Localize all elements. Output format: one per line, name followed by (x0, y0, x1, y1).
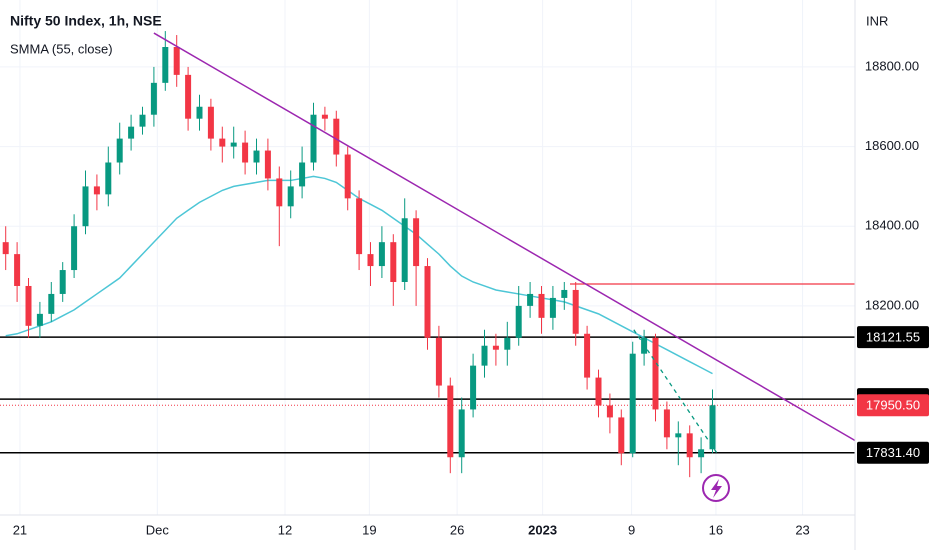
candle-body (709, 405, 716, 450)
candle-body (686, 433, 693, 458)
candle-body (185, 74, 192, 119)
x-tick-label: 21 (13, 522, 27, 537)
candle-body (470, 365, 477, 410)
candle-body (606, 405, 613, 418)
candle-body (287, 186, 294, 207)
candle-body (139, 114, 146, 127)
candle-body (652, 337, 659, 410)
candle-body (344, 154, 351, 199)
candle-body (481, 345, 488, 366)
candle-body (413, 218, 420, 267)
candle-body (356, 198, 363, 255)
candle-body (390, 242, 397, 282)
x-tick-label: Dec (146, 522, 170, 537)
level-label-box (857, 326, 929, 349)
candle-body (14, 254, 21, 286)
candle-body (321, 114, 328, 119)
x-tick-label: 26 (450, 522, 464, 537)
x-tick-label: 9 (628, 522, 635, 537)
last-price-label: 17950.50 (866, 398, 920, 413)
level-label-box (857, 441, 929, 464)
x-tick-label: 2023 (528, 522, 557, 537)
candle-body (549, 297, 556, 318)
candle-body (310, 114, 317, 163)
candle-body (629, 353, 636, 454)
last-price-label-box (857, 394, 929, 417)
level-label: 18121.55 (866, 330, 920, 345)
x-tick-label: 23 (795, 522, 809, 537)
currency-label: INR (866, 13, 888, 28)
x-tick-label: 16 (709, 522, 723, 537)
candle-body (71, 226, 78, 271)
candle-body (572, 289, 579, 334)
y-tick-label: 18600.00 (865, 138, 919, 153)
candle-body (584, 333, 591, 378)
candle-body (492, 345, 499, 350)
candle-body (515, 305, 522, 338)
candle-body (264, 150, 271, 179)
y-tick-label: 18400.00 (865, 218, 919, 233)
candle-body (36, 313, 43, 326)
candle-body (230, 142, 237, 147)
indicator-label: SMMA (55, close) (10, 41, 113, 56)
candle-body (333, 118, 340, 155)
candle-body (424, 266, 431, 338)
candle-body (458, 409, 465, 458)
candle-body (128, 126, 135, 139)
chart-title: Nifty 50 Index, 1h, NSE (10, 13, 162, 29)
candle-body (527, 293, 534, 306)
candle-body (504, 337, 511, 350)
candle-body (93, 186, 100, 195)
plot (0, 0, 856, 515)
x-tick-label: 12 (278, 522, 292, 537)
candle-body (378, 242, 385, 267)
candle-body (538, 293, 545, 318)
candle-body (253, 150, 260, 163)
candle-body (2, 242, 9, 255)
candle-body (675, 433, 682, 438)
candle-body (25, 285, 32, 326)
candle-body (299, 162, 306, 187)
trendline (153, 32, 856, 442)
candle-body (196, 106, 203, 119)
y-tick-label: 18200.00 (865, 297, 919, 312)
candle-body (561, 289, 568, 298)
candle-body (447, 385, 454, 458)
candle-body (162, 46, 169, 83)
candle-body (367, 254, 374, 267)
candle-body (663, 409, 670, 438)
level-label: 17831.40 (866, 445, 920, 460)
candle-body (618, 417, 625, 454)
x-tick-label: 19 (362, 522, 376, 537)
candle-body (401, 218, 408, 282)
candle-body (595, 377, 602, 406)
candle-body (150, 82, 157, 115)
candle-body (116, 138, 123, 163)
candle-body (82, 186, 89, 227)
candle-body (242, 142, 249, 163)
candle-body (59, 270, 66, 294)
candle-body (276, 178, 283, 207)
candle-body (173, 46, 180, 75)
trendline-dashed (633, 329, 718, 454)
candle-body (435, 337, 442, 386)
alert-icon[interactable] (702, 474, 730, 502)
candle-body (207, 106, 214, 139)
candle-body (219, 138, 226, 147)
candle-body (698, 449, 705, 458)
y-tick-label: 18800.00 (865, 58, 919, 73)
candle-body (105, 162, 112, 195)
candle-body (48, 293, 55, 314)
